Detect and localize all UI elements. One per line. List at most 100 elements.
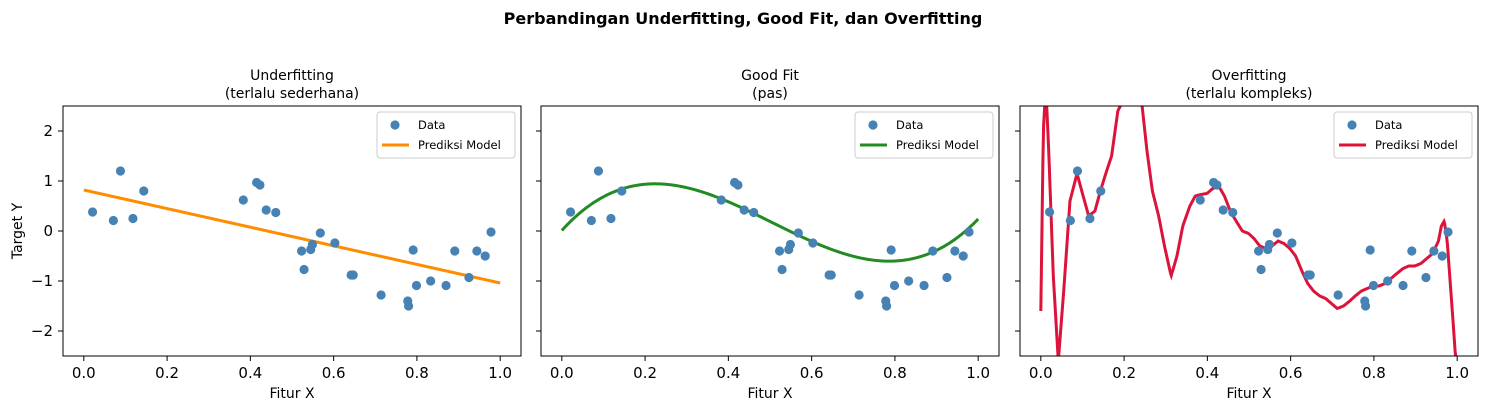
panel-2-data-point [606,213,616,224]
panel-1-ytick-label: −1 [31,272,53,290]
panel-2-data-point [739,205,749,215]
panel-3-data-point [1421,272,1431,283]
panel-2-legend: Data Prediksi Model [854,111,994,159]
panel-2-data-point [777,264,787,275]
panel-3-data-point [1443,227,1453,237]
panel-1-legend-label-model: Prediksi Model [418,138,501,152]
panel-2-xtick-label: 0.6 [800,364,824,382]
panel-1-data-point [315,228,325,238]
panel-1-ytick-label: −2 [31,322,53,340]
panel-2-xtick-label: 1.0 [966,364,990,382]
panel-2-data-point [919,280,929,291]
panel-2-data-point [774,246,785,256]
panel-2-model-line [560,182,980,263]
panel-3-data-point [1072,166,1083,176]
panel-2-xtick-label: 0.0 [550,364,574,382]
panel-3-data-point [1407,246,1417,256]
panel-2-data-point [886,245,896,255]
panel-1-data-point [271,207,281,218]
panel-1-xtick-label: 0.4 [238,364,262,382]
panel-3-xtick-label: 0.6 [1279,364,1303,382]
panel-3-legend: Data Prediksi Model [1333,111,1473,159]
panel-3-subtitle: (terlalu kompleks) [1185,86,1312,102]
panel-3-legend-marker [1347,120,1357,130]
panel-2-data-point [808,238,818,248]
panel-2-data-point [854,290,864,300]
panel-3: Overfitting (terlalu kompleks) 0.0 0.2 0.4 0.… [1015,68,1479,402]
panel-3-title: Overfitting [1211,68,1286,84]
panel-2-data-point [889,280,900,291]
panel-2-data-point [749,207,759,218]
panel-1-title: Underfitting [250,68,334,84]
panel-1-data-point [403,301,414,311]
panel-1-data-point [464,272,474,283]
panel-3-data-point [1085,213,1095,224]
panel-1-data-point [348,270,358,280]
panel-3-data-point [1212,180,1222,190]
panel-1-legend: Data Prediksi Model [376,111,516,159]
panel-1-ytick-label: 2 [43,122,53,140]
panel-1-xtick-label: 1.0 [488,364,512,382]
panel-1-legend-box [376,111,516,159]
panel-1-data-point [238,195,248,205]
panel-2-xtick-label: 0.2 [633,364,657,382]
panel-3-data-point [1429,246,1439,256]
panel-2-legend-box [854,111,994,159]
panel-1-data-point [307,239,317,250]
panel-3-xtick-label: 0.4 [1195,364,1219,382]
panel-1-data-point [128,213,138,224]
panel-2-data-point [617,186,627,196]
panel-2-data-point [565,207,576,217]
panel-1-data-point [441,280,451,291]
panel-1-data-point [426,276,436,286]
panel-2-data-point [958,251,968,261]
panel-2-subtitle: (pas) [752,86,788,102]
panel-3-data-point [1195,195,1205,205]
panel-1-ylabel: Target Y [10,202,26,260]
panel-2-data-point [950,246,960,256]
panel-1-data-point [408,245,418,255]
panel-2-legend-label-data: Data [896,118,923,132]
panel-3-data-point [1305,270,1315,280]
panel-3-data-point [1287,238,1297,248]
panel-1-data-point [330,238,340,248]
panel-1-subtitle: (terlalu sederhana) [225,86,359,102]
panel-3-data-point [1368,280,1379,291]
panel-3-xtick-label: 0.8 [1362,364,1386,382]
panel-3-data-point [1256,264,1266,275]
panel-1-data-point [486,227,496,237]
panel-1-data-point [296,246,307,256]
panel-2-legend-marker [868,120,878,130]
panel-2-data-point [942,272,952,283]
panel-3-xlabel: Fitur X [1226,386,1271,402]
panel-3-data-point [1360,301,1371,311]
panel-3-legend-label-model: Prediksi Model [1375,138,1458,152]
panel-1-xtick-label: 0.6 [322,364,346,382]
panel-1-xtick-label: 0.8 [405,364,429,382]
panel-2-data-point [593,166,604,176]
panel-3-data-point [1333,290,1343,300]
panel-3-data-point [1096,186,1106,196]
panel-3-data-point [1253,246,1264,256]
panel-3-data-point [1228,207,1238,218]
panel-1-data-point [139,186,149,196]
panel-2-data-point [733,180,743,190]
panel-3-legend-box [1333,111,1473,159]
panel-1: Underfitting (terlalu sederhana) 0.0 0.2 0.4… [10,68,522,402]
panel-2-xlabel: Fitur X [747,386,792,402]
panel-3-data-point [1272,228,1282,238]
panel-3-data-point [1218,205,1228,215]
figure-title: Perbandingan Underfitting, Good Fit, dan… [504,9,983,28]
panel-3-xtick-label: 0.0 [1029,364,1053,382]
panel-1-ytick-label: 0 [43,222,53,240]
panel-1-xlabel: Fitur X [269,386,314,402]
panel-2-data-point [826,270,836,280]
panel-1-data-point [255,180,265,190]
panel-1-data-point [472,246,482,256]
panel-1-legend-marker [390,120,400,130]
panel-2-data-point [928,246,938,256]
panel-1-xtick-label: 0.2 [155,364,179,382]
panel-3-data-point [1365,245,1375,255]
panel-2: Good Fit (pas) 0.0 0.2 0.4 0.6 0.8 1.0 Fitur X Da… [536,68,1000,402]
